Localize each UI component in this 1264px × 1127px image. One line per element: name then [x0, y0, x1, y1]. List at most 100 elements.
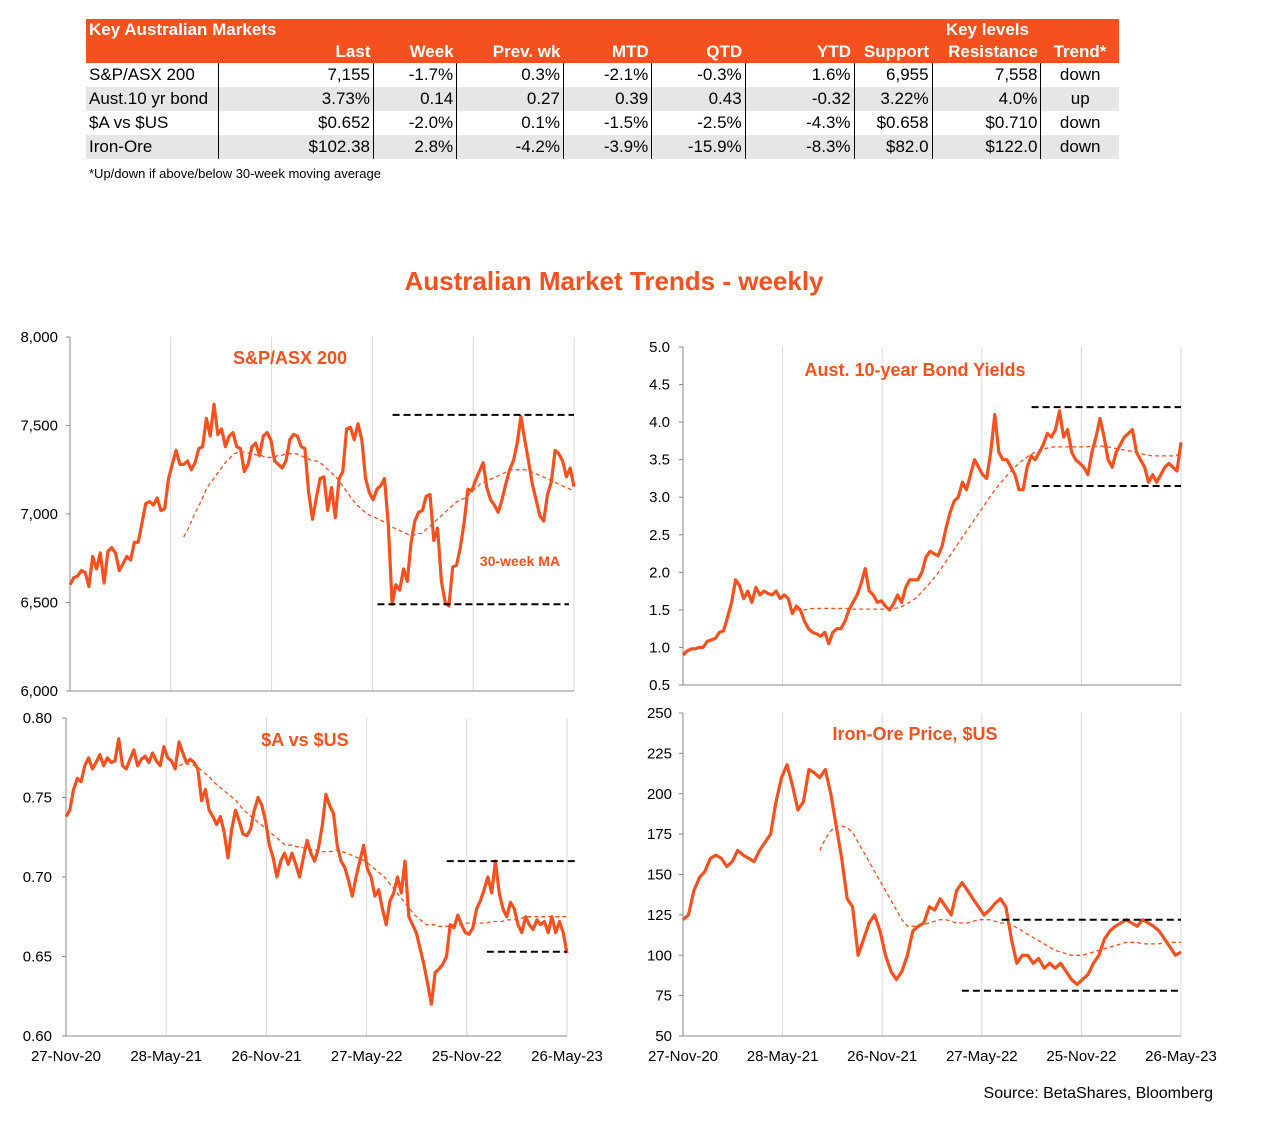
table-cell: $122.0: [931, 135, 1041, 159]
table-cell: -4.3%: [744, 111, 855, 135]
table-cell: down: [1040, 63, 1119, 87]
moving-average-line: [819, 825, 1181, 956]
table-cell: 0.14: [372, 87, 457, 111]
table-cell: -0.32: [744, 87, 855, 111]
table-cell: 7,558: [931, 63, 1041, 87]
x-tick-label: 27-May-22: [946, 1048, 1018, 1065]
col-header: Week: [373, 41, 457, 63]
table-cell: $82.0: [853, 135, 933, 159]
table-cell: down: [1040, 111, 1119, 135]
table-cell: 3.73%: [217, 87, 374, 111]
y-tick-label: 6,500: [20, 595, 58, 612]
x-tick-label: 26-May-23: [531, 1048, 603, 1065]
y-tick-label: 5.0: [649, 339, 670, 356]
col-header: Support: [854, 41, 933, 63]
source-note: Source: BetaShares, Bloomberg: [983, 1085, 1213, 1102]
row-name: S&P/ASX 200: [89, 65, 195, 84]
col-header: QTD: [651, 41, 746, 63]
y-tick-label: 0.5: [649, 677, 670, 694]
y-tick-label: 0.65: [23, 949, 52, 966]
main-title: Australian Market Trends - weekly: [404, 266, 824, 296]
y-tick-label: 0.60: [23, 1028, 52, 1045]
y-tick-label: 6,000: [20, 683, 58, 700]
y-tick-label: 0.75: [23, 790, 52, 807]
table-cell: -0.3%: [651, 63, 746, 87]
ma-annotation: 30-week MA: [480, 553, 560, 569]
y-tick-label: 7,000: [20, 506, 58, 523]
moving-average-line: [178, 763, 567, 927]
row-name: Aust.10 yr bond: [86, 87, 219, 111]
y-tick-label: 225: [647, 745, 672, 762]
x-tick-label: 28-May-21: [130, 1048, 202, 1065]
y-tick-label: 4.0: [649, 414, 670, 431]
table-cell: $0.710: [931, 111, 1041, 135]
x-tick-label: 25-Nov-22: [432, 1048, 502, 1065]
y-tick-label: 8,000: [20, 329, 58, 346]
table-cell: 6,955: [853, 63, 933, 87]
col-header: Last: [218, 41, 374, 63]
col-header: YTD: [745, 41, 855, 63]
row-name: Iron-Ore: [86, 135, 219, 159]
table-cell: -15.9%: [651, 135, 746, 159]
table-footnote: *Up/down if above/below 30-week moving a…: [89, 166, 381, 181]
y-tick-label: 1.0: [649, 639, 670, 656]
y-tick-label: 100: [647, 947, 672, 964]
table-header-blank: [86, 41, 219, 63]
table-cell: -2.5%: [651, 111, 746, 135]
table-title: Key Australian Markets: [86, 19, 652, 41]
table-cell: -4.2%: [456, 135, 564, 159]
table-row: Aust.10 yr bond 3.73% 0.14 0.27 0.39 0.4…: [86, 87, 1119, 111]
table-cell: -8.3%: [744, 135, 855, 159]
table-cell: 0.3%: [456, 63, 564, 87]
table-cell: 3.22%: [853, 87, 933, 111]
y-tick-label: 3.5: [649, 452, 670, 469]
table-cell: -3.9%: [562, 135, 652, 159]
moving-average-line: [183, 451, 575, 538]
table-cell: $0.652: [217, 111, 374, 135]
x-tick-label: 26-Nov-21: [231, 1048, 301, 1065]
table-cell: 0.1%: [456, 111, 564, 135]
x-tick-label: 26-May-23: [1145, 1048, 1217, 1065]
table-cell: 2.8%: [372, 135, 457, 159]
row-name: $A vs $US: [89, 113, 169, 132]
y-tick-label: 0.70: [23, 869, 52, 886]
price-series-line: [681, 409, 1183, 657]
y-tick-label: 50: [655, 1028, 672, 1045]
col-header: Resistance: [932, 41, 1041, 63]
y-tick-label: 175: [647, 826, 672, 843]
y-tick-label: 2.0: [649, 564, 670, 581]
x-tick-label: 27-May-22: [331, 1048, 403, 1065]
table-cell: 4.0%: [931, 87, 1041, 111]
y-tick-label: 75: [655, 988, 672, 1005]
col-header: MTD: [563, 41, 652, 63]
moving-average-line: [796, 445, 1182, 611]
y-tick-label: 1.5: [649, 602, 670, 619]
y-tick-label: 4.5: [649, 377, 670, 394]
y-tick-label: 125: [647, 907, 672, 924]
y-tick-label: 150: [647, 867, 672, 884]
col-header: Trend*: [1040, 41, 1119, 63]
table-cell: 0.27: [456, 87, 564, 111]
table-header-row-2: Last Week Prev. wk MTD QTD YTD Support R…: [86, 41, 1119, 63]
y-tick-label: 2.5: [649, 527, 670, 544]
y-tick-label: 0.80: [23, 710, 52, 727]
table-cell: 7,155: [217, 63, 374, 87]
table-cell: -2.0%: [372, 111, 457, 135]
x-tick-label: 27-Nov-20: [31, 1048, 101, 1065]
key-markets-table: Key Australian Markets Key levels Last W…: [86, 19, 1119, 159]
table-cell: down: [1040, 135, 1119, 159]
x-tick-label: 27-Nov-20: [648, 1048, 718, 1065]
x-tick-label: 28-May-21: [747, 1048, 819, 1065]
key-levels-label: Key levels: [651, 19, 1119, 41]
table-cell: 0.39: [562, 87, 652, 111]
table-row: $A vs $US $0.652 -2.0% 0.1% -1.5% -2.5% …: [86, 111, 1119, 135]
table-cell: 1.6%: [744, 63, 855, 87]
table-cell: 0.43: [651, 87, 746, 111]
y-tick-label: 200: [647, 786, 672, 803]
chart-title: Aust. 10-year Bond Yields: [804, 360, 1025, 380]
table-cell: up: [1040, 87, 1119, 111]
y-tick-label: 3.0: [649, 489, 670, 506]
table-row: S&P/ASX 200 7,155 -1.7% 0.3% -2.1% -0.3%…: [86, 63, 1119, 87]
table-cell: $102.38: [217, 135, 374, 159]
x-tick-label: 26-Nov-21: [847, 1048, 917, 1065]
